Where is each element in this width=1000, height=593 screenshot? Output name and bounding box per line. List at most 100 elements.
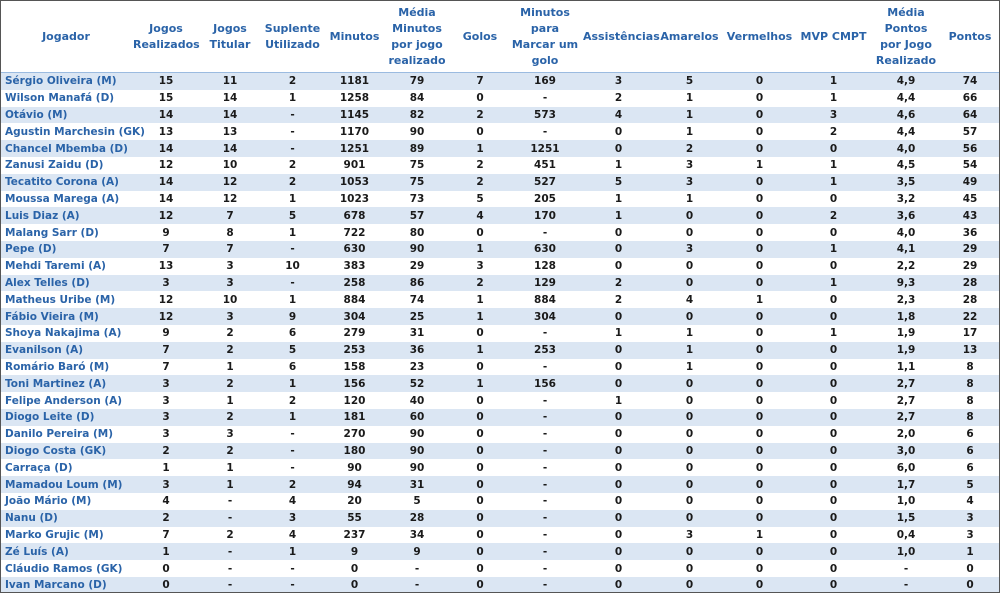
stat-cell: 5 xyxy=(656,72,723,90)
stat-cell: 237 xyxy=(343,528,366,541)
stat-cell: 0 xyxy=(656,274,723,292)
stat-cell: 0 xyxy=(656,207,723,225)
stat-cell: 1 xyxy=(201,476,259,493)
stat-cell: 253 xyxy=(326,341,383,359)
stat-cell: - xyxy=(414,562,420,575)
stat-cell: 0 xyxy=(685,428,694,441)
table-row: Felipe Anderson (A) 3 1 2 120 40 0 - 1 0 0 0 2,7 8 xyxy=(1,392,999,409)
stat-cell: 28 xyxy=(383,509,451,527)
stat-cell: 13 xyxy=(158,260,174,273)
table-row: Shoya Nakajima (A) 9 2 6 279 31 0 - 1 1 0 1 1,9 17 xyxy=(1,325,999,342)
stat-cell: 0 xyxy=(723,72,796,90)
stat-cell: 0 xyxy=(476,394,484,407)
stat-cell: 2 xyxy=(614,92,623,105)
stat-cell: 0 xyxy=(796,308,871,325)
stat-cell: 0 xyxy=(451,442,509,460)
stat-cell: 0 xyxy=(796,375,871,393)
player-name: Danilo Pereira (M) xyxy=(5,428,114,441)
stat-cell: 55 xyxy=(326,509,383,527)
stat-cell: - xyxy=(259,140,326,157)
stat-cell: 36 xyxy=(962,226,978,239)
stat-cell: 3 xyxy=(162,394,170,407)
table-row: Diogo Costa (GK) 2 2-180 90 0-0 0 0 0 3,0 6 xyxy=(1,442,999,460)
stat-cell: 0 xyxy=(755,192,764,205)
stat-cell: 0 xyxy=(755,562,764,575)
stat-cell: 2 xyxy=(201,375,259,393)
stat-cell: 3,6 xyxy=(871,207,941,225)
stat-cell: 0 xyxy=(966,562,974,575)
stat-cell: 1,0 xyxy=(896,495,916,508)
table-row: Diogo Leite (D) 3 2 1 181 60 0-0 0 0 0 2,7 8 xyxy=(1,408,999,426)
stat-cell: 0 xyxy=(796,543,871,561)
stat-cell: - xyxy=(509,576,581,592)
stat-cell: 1 xyxy=(259,543,326,561)
stat-cell: 901 xyxy=(343,159,366,172)
stat-cell: 6 xyxy=(966,428,974,441)
stat-cell: - xyxy=(383,576,451,592)
stat-cell: 13 xyxy=(158,125,174,138)
stat-cell: 4 xyxy=(581,106,656,124)
stat-cell: 4,6 xyxy=(871,106,941,124)
player-name: Agustin Marchesin (GK) xyxy=(5,125,145,138)
stat-cell: 527 xyxy=(509,173,581,191)
stat-cell: 0 xyxy=(581,543,656,561)
stat-cell: 0 xyxy=(326,576,383,592)
stat-cell: 17 xyxy=(962,327,978,340)
stat-cell: 2 xyxy=(451,106,509,124)
stat-cell: 2 xyxy=(451,173,509,191)
table-row: Malang Sarr (D) 9 8 1 722 80 0 - 0 0 0 0 4,0 36 xyxy=(1,224,999,241)
table-row: Cláudio Ramos (GK) 0 - - 0 - 0 - 0 0 0 0 - 0 xyxy=(1,560,999,577)
stat-cell: 304 xyxy=(326,308,383,325)
stat-cell: 4 xyxy=(288,528,297,541)
stat-cell: 258 xyxy=(326,274,383,292)
stat-cell: 0 xyxy=(755,495,764,508)
stat-cell: 2 xyxy=(476,159,484,172)
stat-cell: 3 xyxy=(131,408,201,426)
stat-cell: 0 xyxy=(723,173,796,191)
player-name: Luis Diaz (A) xyxy=(1,207,131,225)
stat-cell: 3 xyxy=(941,509,999,527)
player-name: Marko Grujic (M) xyxy=(5,528,104,541)
stat-cell: 156 xyxy=(509,375,581,393)
stat-cell: 9 xyxy=(162,226,170,239)
table-row: Wilson Manafá (D) 15 14 1 1258 84 0 - 2 1 0 1 4,4 66 xyxy=(1,90,999,107)
stat-cell: 0 xyxy=(685,461,694,474)
stat-cell: 0 xyxy=(755,92,764,105)
stat-cell: 1 xyxy=(656,106,723,124)
stat-cell: 0 xyxy=(723,240,796,258)
stat-cell: 0 xyxy=(941,576,999,592)
stat-cell: 0 xyxy=(829,293,838,306)
stat-cell: 3 xyxy=(226,428,234,441)
player-name: Cláudio Ramos (GK) xyxy=(5,562,123,575)
stat-cell: 0 xyxy=(796,509,871,527)
stat-cell: 170 xyxy=(509,207,581,225)
stat-cell: 0 xyxy=(829,461,838,474)
stat-cell: 0 xyxy=(581,375,656,393)
stat-cell: 1 xyxy=(614,159,623,172)
stat-cell: 2 xyxy=(226,327,234,340)
stat-cell: 5 xyxy=(476,192,484,205)
stat-cell: 451 xyxy=(534,159,556,172)
table-body: Sérgio Oliveira (M) 15 11 2 1181 79 7 169 3 5 0 1 4,… xyxy=(1,72,999,592)
stat-cell: 2,7 xyxy=(871,408,941,426)
stat-cell: 0 xyxy=(685,394,694,407)
stat-cell: 2 xyxy=(829,125,838,138)
player-name: Wilson Manafá (D) xyxy=(5,92,115,105)
stat-cell: - xyxy=(201,509,259,527)
stat-cell: 383 xyxy=(343,260,366,273)
stat-cell: 57 xyxy=(383,207,451,225)
stat-cell: 1 xyxy=(226,360,234,373)
stat-cell: 3 xyxy=(656,173,723,191)
stat-cell: 0 xyxy=(755,428,764,441)
stat-cell: 10 xyxy=(285,260,300,273)
stat-cell: 6,0 xyxy=(896,461,916,474)
stat-cell: 0 xyxy=(685,260,694,273)
stat-cell: 3 xyxy=(796,106,871,124)
stat-cell: 2 xyxy=(226,528,234,541)
stat-cell: 0 xyxy=(723,308,796,325)
stat-cell: 0 xyxy=(829,428,838,441)
stat-cell: 0 xyxy=(656,476,723,493)
stat-cell: 0,4 xyxy=(896,528,916,541)
stat-cell: 0 xyxy=(476,92,484,105)
stat-cell: 0 xyxy=(581,240,656,258)
